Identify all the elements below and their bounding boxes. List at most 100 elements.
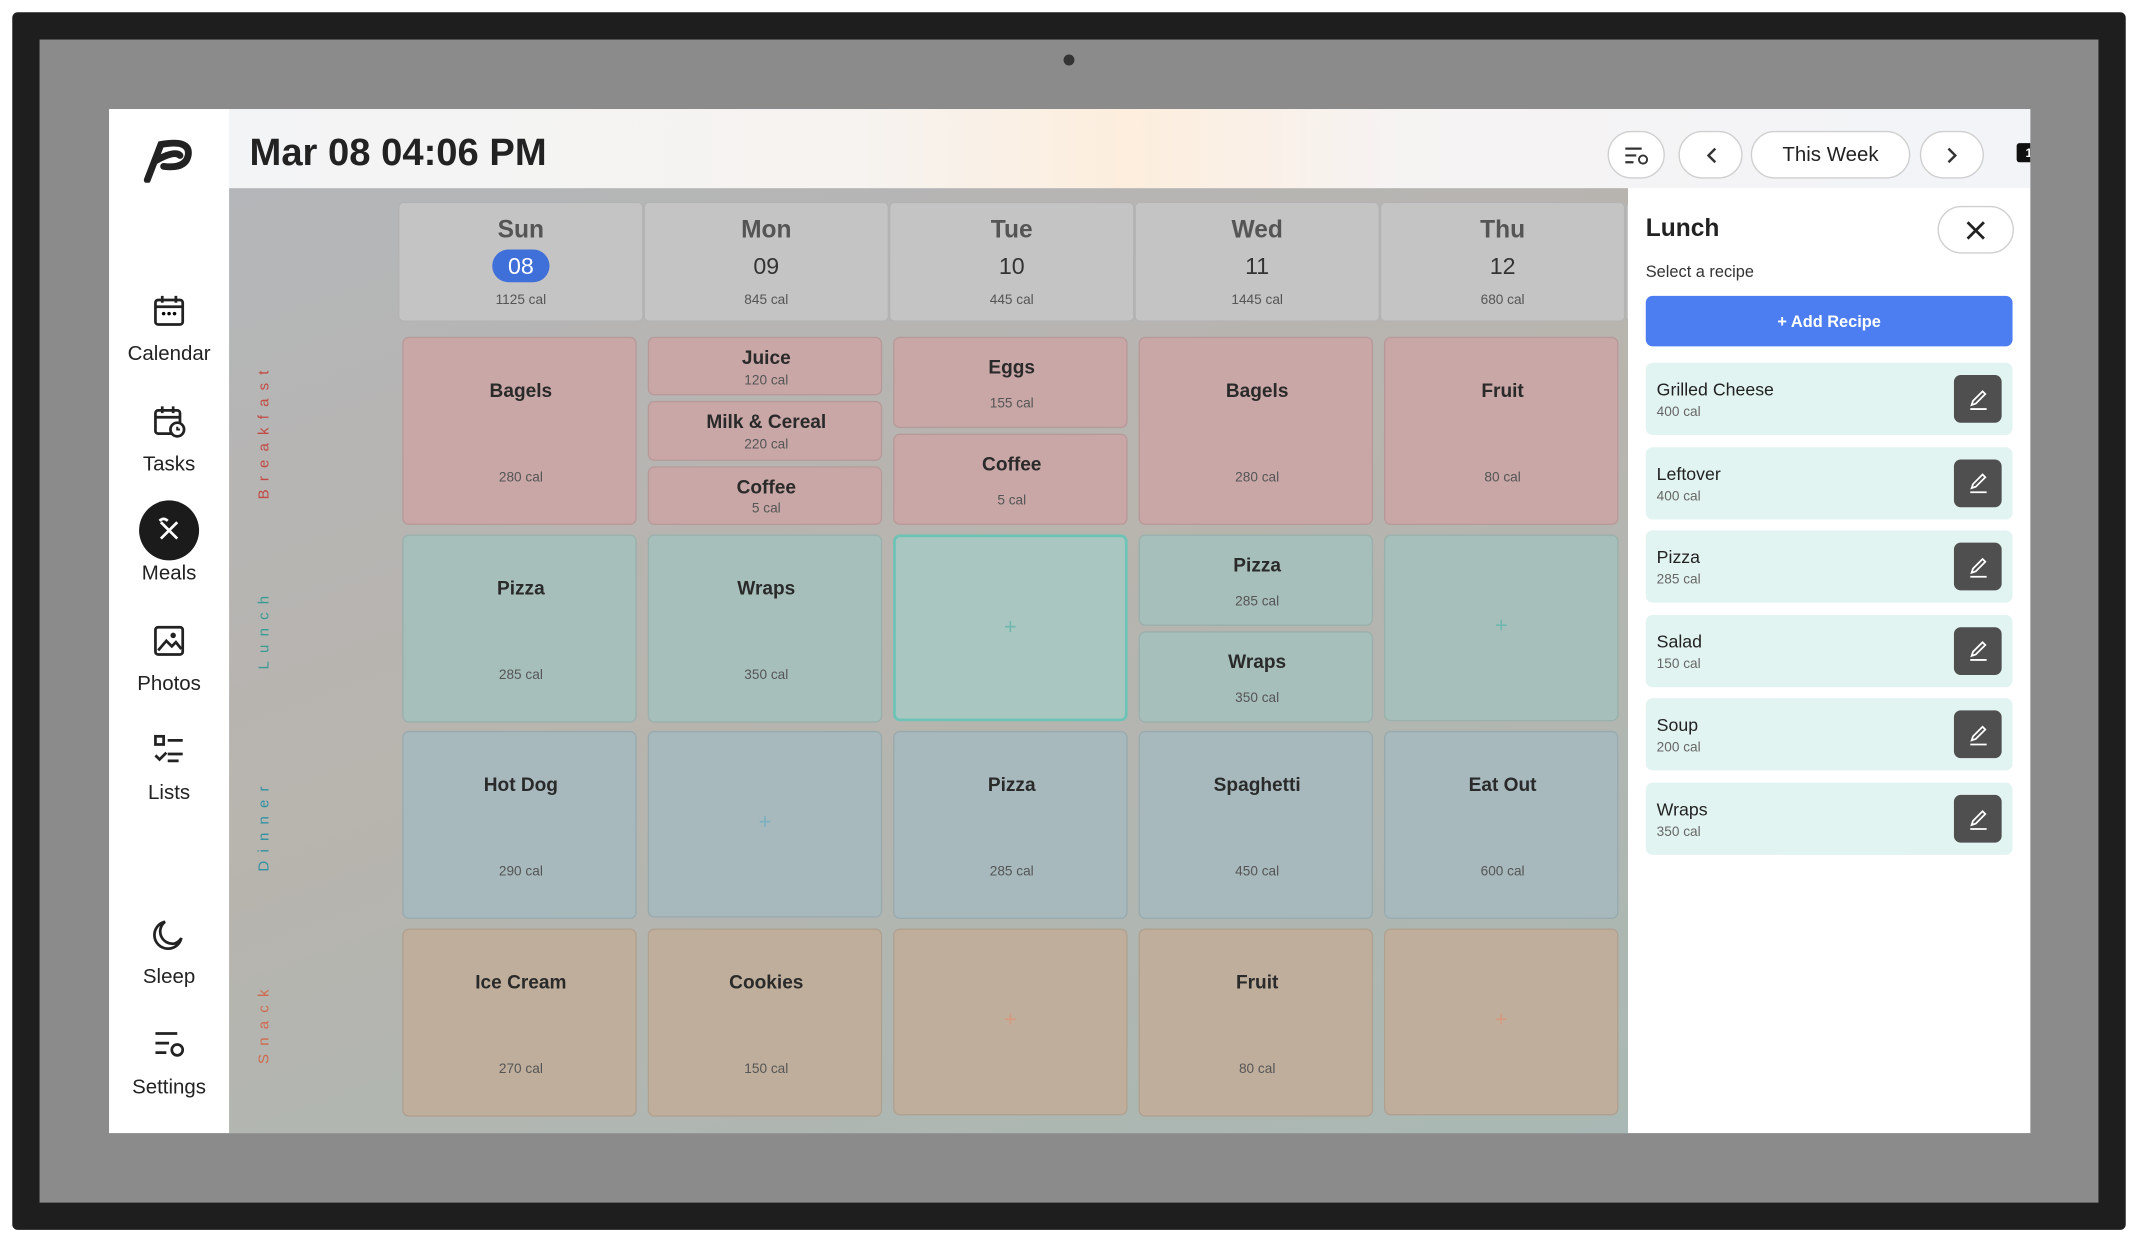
meal-calories: 280 cal [498, 470, 543, 486]
meal-cell[interactable]: Fruit 80 cal [1138, 928, 1374, 1117]
meal-cell[interactable]: Juice 120 cal [647, 336, 883, 396]
empty-meal-cell[interactable]: + [1383, 928, 1619, 1116]
meal-name: Fruit [1481, 379, 1524, 401]
edit-button[interactable] [1953, 374, 2002, 423]
meal-calories: 350 cal [744, 668, 789, 684]
meal-cell[interactable]: Bagels 280 cal [1138, 336, 1374, 525]
add-icon: + [1003, 616, 1017, 640]
meal-cell[interactable]: Pizza 285 cal [893, 730, 1128, 920]
day-calories: 845 cal [744, 293, 789, 309]
nav-label[interactable]: Meals [141, 561, 197, 585]
nav-label[interactable]: Tasks [142, 452, 196, 476]
recipe-name: Wraps [1656, 799, 1708, 820]
meal-cell[interactable]: Pizza 285 cal [1138, 534, 1374, 626]
meal-name: Fruit [1235, 970, 1279, 993]
meal-cell[interactable]: Spaghetti 450 cal [1138, 730, 1374, 920]
edit-button[interactable] [1953, 794, 2002, 843]
nav-label[interactable]: Settings [132, 1075, 207, 1099]
meal-cell[interactable]: Wraps 350 cal [647, 534, 883, 723]
close-button[interactable] [1937, 205, 2014, 254]
nav-icon [151, 916, 186, 951]
recipe-card[interactable]: Leftover 400 cal [1645, 446, 2013, 519]
meal-cell[interactable]: Wraps 350 cal [1138, 631, 1374, 723]
meal-name: Eat Out [1468, 773, 1537, 795]
meal-calories: 285 cal [1235, 594, 1280, 610]
day-date: 10 [998, 253, 1025, 280]
add-icon: + [758, 811, 772, 835]
edit-button[interactable] [1953, 458, 2002, 507]
nav-label[interactable]: Photos [137, 672, 201, 696]
day-header: Sun 08 1125 cal [398, 201, 644, 322]
nav-icon [151, 732, 186, 767]
empty-meal-cell[interactable]: + [893, 928, 1128, 1116]
sidebar: Calendar Tasks Meals Photos Lists Sleep Settin… [109, 109, 230, 1134]
meal-calories: 5 cal [997, 493, 1027, 509]
row-label: Breakfast [256, 362, 273, 500]
meal-name: Wraps [1228, 650, 1287, 673]
meal-cell[interactable]: Pizza 285 cal [402, 534, 637, 723]
today-pill [492, 249, 550, 283]
meal-name: Ice Cream [475, 970, 567, 993]
meal-calories: 5 cal [751, 502, 781, 518]
add-recipe-button[interactable]: + Add Recipe [1645, 295, 2013, 347]
recipe-name: Pizza [1656, 547, 1701, 568]
row-label: Snack [256, 981, 273, 1064]
edit-button[interactable] [1953, 542, 2002, 591]
recipe-card[interactable]: Salad 150 cal [1645, 614, 2013, 687]
recipe-card[interactable]: Pizza 285 cal [1645, 530, 2013, 603]
day-calories: 445 cal [989, 293, 1034, 309]
day-name: Mon [741, 215, 792, 243]
day-header: Wed 11 1445 cal [1134, 201, 1380, 322]
meal-cell[interactable]: Milk & Cereal 220 cal [647, 401, 883, 461]
edit-button[interactable] [1953, 626, 2002, 675]
meal-name: Pizza [1233, 554, 1282, 577]
meal-name: Pizza [496, 576, 545, 599]
nav-label[interactable]: Calendar [127, 342, 211, 366]
camera [1063, 54, 1075, 66]
filter-button[interactable] [1607, 130, 1665, 179]
nav-icon [151, 293, 186, 328]
meal-calories: 450 cal [1235, 864, 1280, 880]
meal-cell[interactable]: Fruit 80 cal [1383, 336, 1619, 525]
empty-meal-cell[interactable]: + [647, 730, 883, 918]
meal-cell[interactable]: Coffee 5 cal [893, 433, 1128, 525]
meal-cell[interactable]: Hot Dog 290 cal [402, 730, 637, 920]
empty-meal-cell[interactable]: + [1383, 534, 1619, 722]
row-label: Lunch [256, 587, 273, 670]
edit-button[interactable] [1953, 710, 2002, 759]
day-header: Thu 12 680 cal [1379, 201, 1626, 322]
day-calories: 680 cal [1480, 293, 1525, 309]
recipe-calories: 150 cal [1656, 656, 1701, 672]
meal-name: Coffee [982, 453, 1042, 476]
meal-calories: 150 cal [744, 1062, 789, 1078]
meal-name: Spaghetti [1213, 773, 1301, 795]
datetime: Mar 08 04:06 PM [249, 130, 547, 174]
empty-meal-cell[interactable]: + [893, 534, 1128, 722]
meal-cell[interactable]: Ice Cream 270 cal [402, 928, 637, 1117]
day-name: Wed [1231, 215, 1283, 243]
nav-icon [151, 623, 186, 658]
meal-name: Pizza [987, 773, 1036, 795]
next-button[interactable] [1919, 130, 1984, 179]
meal-name: Cookies [729, 970, 804, 993]
recipe-card[interactable]: Grilled Cheese 400 cal [1645, 362, 2013, 435]
meal-cell[interactable]: Eggs 155 cal [893, 336, 1128, 429]
meal-name: Bagels [1225, 379, 1289, 401]
meal-cell[interactable]: Coffee 5 cal [647, 465, 883, 525]
recipe-name: Salad [1656, 631, 1703, 652]
meal-cell[interactable]: Cookies 150 cal [647, 928, 883, 1117]
meal-cell[interactable]: Eat Out 600 cal [1383, 730, 1619, 920]
meal-calories: 80 cal [1238, 1062, 1276, 1078]
recipe-calories: 400 cal [1656, 404, 1701, 420]
recipe-name: Grilled Cheese [1656, 379, 1774, 400]
recipe-card[interactable]: Wraps 350 cal [1645, 782, 2013, 855]
nav-label[interactable]: Lists [148, 781, 191, 805]
week-button[interactable]: This Week [1750, 130, 1911, 179]
nav-label[interactable]: Sleep [142, 965, 196, 989]
nav-icon [151, 404, 186, 439]
prev-button[interactable] [1678, 130, 1743, 179]
day-name: Thu [1480, 215, 1526, 243]
meal-name: Juice [741, 346, 791, 368]
meal-cell[interactable]: Bagels 280 cal [402, 336, 637, 525]
recipe-card[interactable]: Soup 200 cal [1645, 698, 2013, 771]
